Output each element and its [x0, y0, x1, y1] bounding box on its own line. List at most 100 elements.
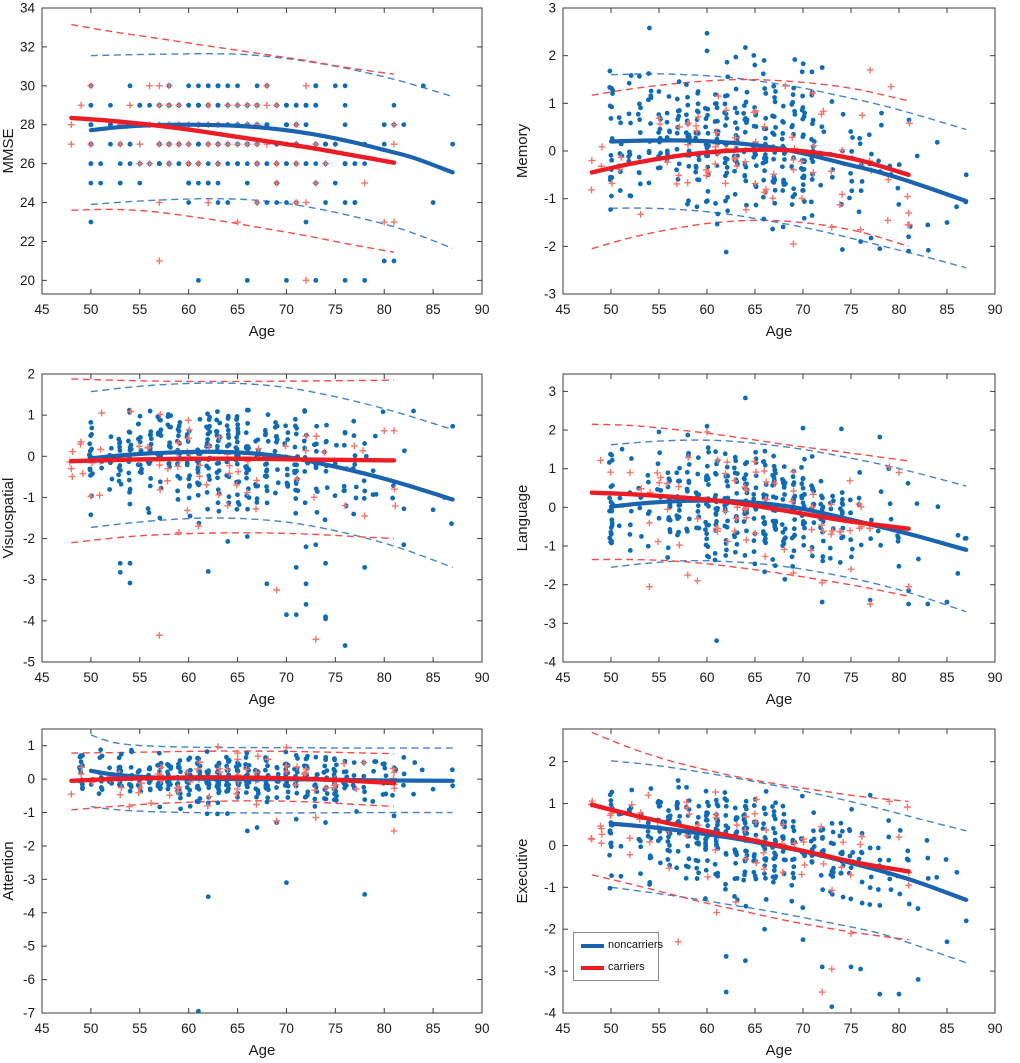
carrier-scatter-plus-markers: [67, 82, 398, 284]
svg-text:65: 65: [747, 670, 762, 685]
svg-text:2: 2: [548, 423, 556, 438]
svg-text:60: 60: [699, 302, 714, 317]
svg-text:22: 22: [20, 234, 35, 249]
noncarriers-line-swatch: [581, 943, 604, 948]
x-axis-label: Age: [249, 323, 276, 340]
svg-text:-6: -6: [23, 972, 35, 987]
svg-text:65: 65: [230, 1021, 245, 1036]
svg-text:0: 0: [548, 838, 556, 853]
fit-lines: [69, 115, 455, 175]
noncarriers-fit-line: [88, 122, 455, 175]
svg-text:1: 1: [27, 408, 35, 423]
axes: 45 50 55 60 65 70 75 80 85 90 -4 -3 -2 -1 0 1 2 3: [544, 373, 1003, 685]
panel-visuospatial: 45 50 55 60 65 70 75 80 85 90 -5 -4 -3 -2 -1 0 1 2 Age Visu…: [0, 354, 510, 709]
svg-text:55: 55: [132, 302, 147, 317]
svg-text:75: 75: [328, 302, 343, 317]
legend-item-noncarriers: noncarriers: [581, 940, 663, 951]
y-axis-label: Language: [514, 485, 531, 552]
svg-text:45: 45: [555, 1021, 570, 1036]
svg-text:-5: -5: [23, 939, 35, 954]
svg-text:45: 45: [34, 670, 49, 685]
svg-text:2: 2: [548, 48, 556, 63]
svg-text:85: 85: [426, 1021, 441, 1036]
carrier-scatter-plus-markers: [588, 66, 913, 248]
svg-text:-4: -4: [544, 655, 556, 670]
svg-text:32: 32: [20, 39, 35, 54]
svg-text:28: 28: [20, 117, 35, 132]
svg-text:-3: -3: [544, 964, 556, 979]
svg-text:45: 45: [555, 302, 570, 317]
fit-lines: [589, 490, 969, 552]
confidence-bands: [591, 423, 967, 613]
svg-text:75: 75: [843, 302, 858, 317]
svg-text:24: 24: [20, 195, 36, 210]
svg-text:55: 55: [132, 1021, 147, 1036]
svg-text:85: 85: [426, 670, 441, 685]
x-axis-label: Age: [766, 691, 793, 708]
svg-text:70: 70: [279, 670, 294, 685]
svg-text:-3: -3: [23, 572, 35, 587]
axes: 45 50 55 60 65 70 75 80 85 90 -4 -3 -2 -1 0 1 2: [544, 728, 1003, 1036]
svg-text:50: 50: [603, 1021, 618, 1036]
confidence-bands: [71, 734, 453, 814]
noncarrier-scatter-dots: [606, 395, 969, 644]
carriers-fit-line: [69, 115, 397, 165]
fit-lines: [589, 802, 969, 903]
x-axis-label: Age: [766, 1042, 793, 1059]
svg-text:0: 0: [27, 772, 35, 787]
svg-text:-4: -4: [23, 613, 35, 628]
svg-text:55: 55: [132, 670, 147, 685]
panel-language: 45 50 55 60 65 70 75 80 85 90 -4 -3 -2 -1 0 1 2 3 Age Langu…: [510, 354, 1020, 708]
svg-text:20: 20: [20, 273, 35, 288]
axes: 45 50 55 60 65 70 75 80 85 90 -3 -2 -1 0 1 2 3: [544, 1, 1003, 318]
svg-text:45: 45: [34, 302, 49, 317]
carrier-scatter-plus-markers: [597, 428, 912, 608]
fit-lines: [589, 138, 969, 204]
x-axis-label: Age: [766, 323, 793, 340]
svg-text:50: 50: [603, 302, 618, 317]
svg-text:85: 85: [939, 302, 954, 317]
svg-text:1: 1: [27, 738, 35, 753]
svg-text:90: 90: [987, 302, 1002, 317]
svg-text:2: 2: [548, 754, 556, 769]
svg-text:50: 50: [83, 1021, 98, 1036]
svg-text:70: 70: [795, 302, 810, 317]
mmse-vs-age-chart: 45 50 55 60 65 70 75 80 85 90 20 22 24 26 28 30 32 34 Age M…: [0, 1, 490, 341]
svg-text:-7: -7: [23, 1006, 35, 1021]
svg-text:1: 1: [548, 96, 556, 111]
svg-text:90: 90: [987, 670, 1002, 685]
svg-text:-3: -3: [544, 287, 556, 302]
svg-text:50: 50: [603, 670, 618, 685]
svg-text:-2: -2: [23, 838, 35, 853]
axes: 45 50 55 60 65 70 75 80 85 90 -7 -6 -5 -4 -3 -2 -1 0 1: [23, 728, 490, 1036]
svg-text:0: 0: [27, 449, 35, 464]
y-axis-label: Memory: [514, 123, 531, 178]
svg-text:0: 0: [548, 500, 556, 515]
svg-text:-1: -1: [23, 490, 35, 505]
svg-text:3: 3: [548, 1, 556, 16]
svg-text:-1: -1: [544, 539, 556, 554]
svg-text:-2: -2: [544, 239, 556, 254]
svg-text:1: 1: [548, 796, 556, 811]
svg-text:60: 60: [181, 670, 196, 685]
y-axis-label: Visuospatial: [0, 478, 17, 559]
svg-text:50: 50: [83, 302, 98, 317]
legend-label-noncarriers: noncarriers: [608, 939, 664, 951]
svg-text:-2: -2: [544, 577, 556, 592]
carrier-scatter-plus-markers: [66, 408, 399, 643]
svg-text:45: 45: [555, 670, 570, 685]
confidence-bands: [591, 73, 967, 269]
svg-text:90: 90: [474, 302, 489, 317]
carriers-fit-line: [589, 802, 911, 874]
language-vs-age-chart: 45 50 55 60 65 70 75 80 85 90 -4 -3 -2 -1 0 1 2 3 Age Langu…: [514, 373, 1003, 708]
carriers-fit-line: [589, 147, 911, 178]
svg-text:85: 85: [939, 670, 954, 685]
svg-text:80: 80: [891, 670, 906, 685]
svg-text:-3: -3: [23, 872, 35, 887]
svg-text:30: 30: [20, 78, 35, 93]
fit-lines: [69, 449, 455, 502]
svg-text:55: 55: [651, 670, 666, 685]
noncarriers-fit-line: [88, 449, 455, 502]
svg-text:1: 1: [548, 461, 556, 476]
svg-text:75: 75: [843, 670, 858, 685]
